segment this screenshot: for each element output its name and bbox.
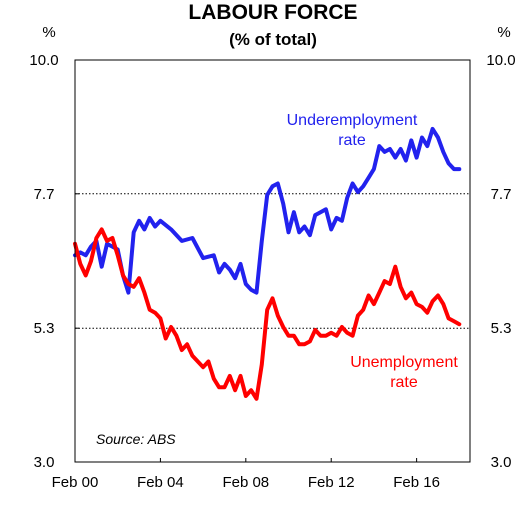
left-y-axis-ticks: 3.0 5.3 7.7 10.0 [29, 52, 79, 471]
right-y-axis-ticks: 3.0 5.3 7.7 10.0 [486, 52, 515, 471]
y-tick-label-left: 10.0 [29, 52, 58, 69]
unemployment-rate-line [73, 227, 462, 401]
y-tick-label-right: 10.0 [486, 52, 515, 69]
x-tick-label: Feb 04 [137, 474, 184, 491]
plot-area [74, 59, 471, 463]
underemployment-label-line2: rate [338, 132, 366, 149]
x-tick-label: Feb 12 [308, 474, 355, 491]
y-tick-label-left: 3.0 [34, 454, 55, 471]
x-axis-ticks: Feb 00 Feb 04 Feb 08 Feb 12 Feb 16 [52, 458, 440, 491]
chart-title: LABOUR FORCE [188, 1, 357, 24]
chart-subtitle: (% of total) [229, 30, 317, 49]
underemployment-label-line1: Underemployment [287, 112, 418, 129]
gridlines [75, 193, 470, 329]
y-tick-label-left: 5.3 [34, 320, 55, 337]
y-tick-label-right: 3.0 [491, 454, 512, 471]
source-note: Source: ABS [96, 431, 176, 447]
x-tick-label: Feb 16 [393, 474, 440, 491]
unemployment-label-line2: rate [390, 374, 418, 391]
underemployment-rate-line [73, 126, 462, 295]
unemployment-label-line1: Unemployment [350, 354, 458, 371]
left-axis-unit: % [42, 24, 55, 41]
right-axis-unit: % [497, 24, 510, 41]
y-tick-label-right: 5.3 [491, 320, 512, 337]
series-lines [73, 126, 462, 401]
x-tick-label: Feb 00 [52, 474, 99, 491]
y-tick-label-right: 7.7 [491, 186, 512, 203]
y-tick-label-left: 7.7 [34, 186, 55, 203]
x-tick-label: Feb 08 [222, 474, 269, 491]
